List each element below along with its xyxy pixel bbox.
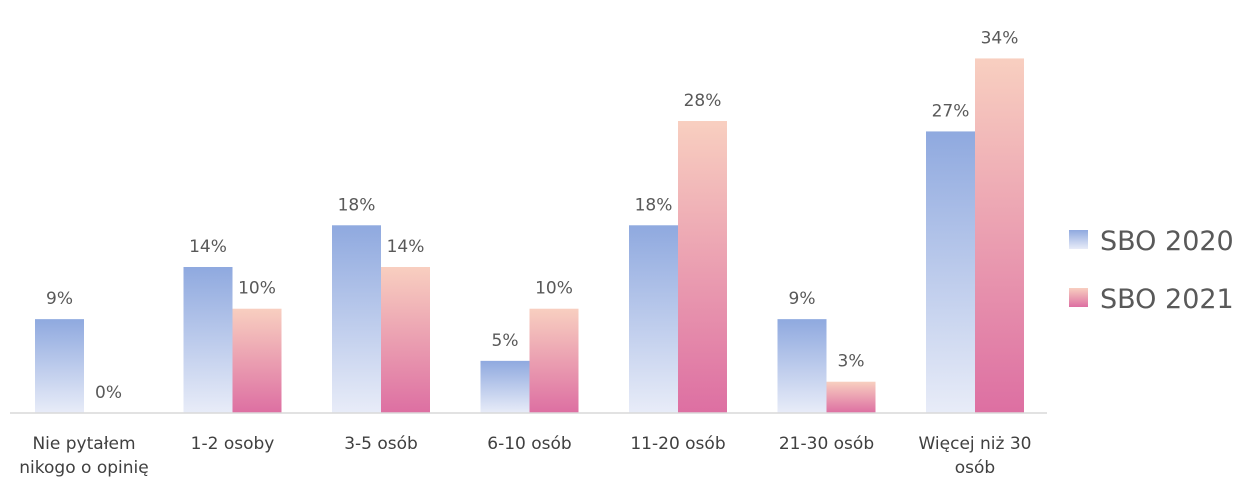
category-label-6-line-1: osób <box>955 458 995 478</box>
value-label-sbo-2020-cat-4: 18% <box>635 195 673 215</box>
value-label-sbo-2020-cat-6: 27% <box>932 101 970 121</box>
bar-sbo-2020-cat-0 <box>35 319 84 413</box>
bars-group <box>35 58 1024 414</box>
category-label-2-line-0: 3-5 osób <box>344 434 418 454</box>
bar-sbo-2020-cat-6 <box>926 131 975 413</box>
value-label-sbo-2020-cat-5: 9% <box>789 289 816 309</box>
bar-sbo-2021-cat-4 <box>678 121 727 413</box>
legend-label-sbo-2021: SBO 2021 <box>1100 284 1234 315</box>
value-label-sbo-2020-cat-0: 9% <box>46 289 73 309</box>
bar-sbo-2020-cat-5 <box>777 319 827 413</box>
bar-sbo-2020-cat-4 <box>629 225 678 413</box>
legend-swatch-sbo-2021 <box>1069 288 1088 307</box>
bar-sbo-2020-cat-3 <box>480 360 530 413</box>
value-label-sbo-2020-cat-3: 5% <box>492 331 519 351</box>
value-labels-group: 9% 0% 14% 10% 18% 14% 5% 10% 18% 28% 9% 3% 27% 34% <box>46 28 1018 403</box>
bar-sbo-2021-cat-5 <box>826 381 876 413</box>
value-label-sbo-2021-cat-3: 10% <box>535 279 573 299</box>
bar-sbo-2021-cat-2 <box>381 267 430 413</box>
category-label-5-line-0: 21-30 osób <box>779 434 874 454</box>
bar-sbo-2021-cat-3 <box>529 308 579 413</box>
category-label-0-line-1: nikogo o opinię <box>19 458 148 478</box>
category-label-3-line-0: 6-10 osób <box>487 434 571 454</box>
value-label-sbo-2021-cat-2: 14% <box>387 237 425 257</box>
bar-sbo-2021-cat-1 <box>232 308 282 413</box>
category-label-1-line-0: 1-2 osoby <box>191 434 275 454</box>
value-label-sbo-2021-cat-5: 3% <box>838 352 865 372</box>
legend-label-sbo-2020: SBO 2020 <box>1100 226 1234 257</box>
category-label-0-line-0: Nie pytałem <box>32 434 135 454</box>
legend-swatch-sbo-2020 <box>1069 230 1088 249</box>
value-label-sbo-2020-cat-1: 14% <box>189 237 227 257</box>
value-label-sbo-2021-cat-1: 10% <box>238 279 276 299</box>
value-label-sbo-2020-cat-2: 18% <box>338 195 376 215</box>
category-labels-group: Nie pytałem nikogo o opinię 1-2 osoby 3-5 o… <box>19 434 1031 478</box>
legend: SBO 2020 SBO 2021 <box>1069 226 1234 315</box>
bar-sbo-2020-cat-1 <box>183 267 233 413</box>
value-label-sbo-2021-cat-6: 34% <box>981 28 1019 48</box>
bar-sbo-2020-cat-2 <box>332 225 381 413</box>
value-label-sbo-2021-cat-0: 0% <box>95 383 122 403</box>
category-label-4-line-0: 11-20 osób <box>630 434 725 454</box>
category-label-6-line-0: Więcej niż 30 <box>918 434 1031 454</box>
bar-sbo-2021-cat-6 <box>975 58 1024 414</box>
value-label-sbo-2021-cat-4: 28% <box>684 91 722 111</box>
